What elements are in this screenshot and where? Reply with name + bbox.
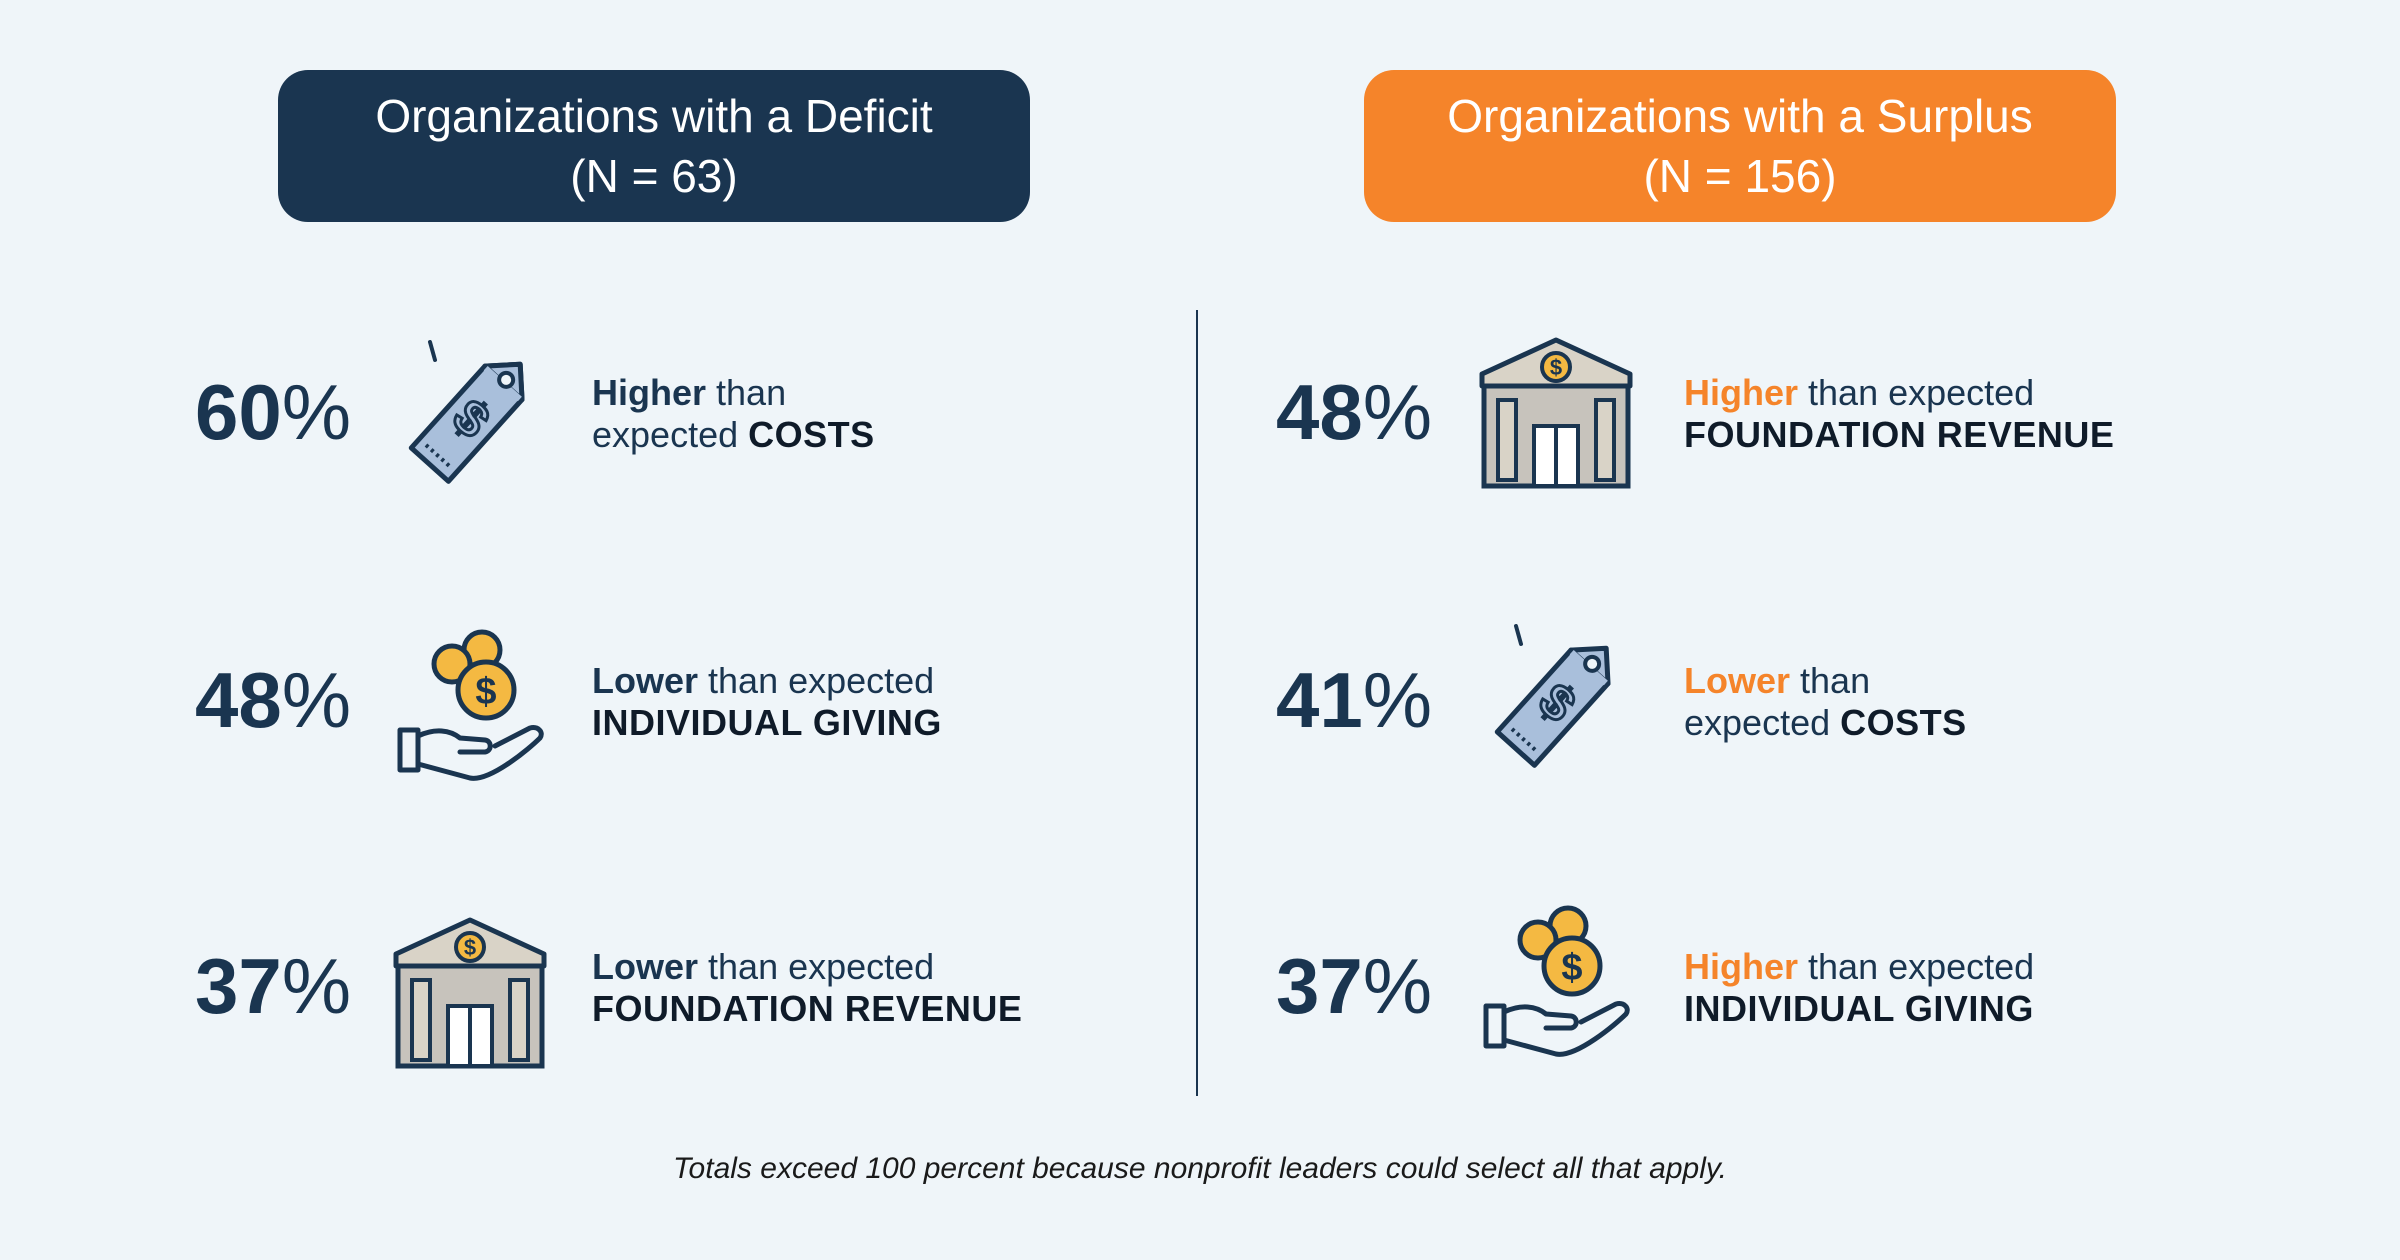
stat-percent-sign: % [1362, 656, 1433, 744]
stat-description: Higher than expected INDIVIDUAL GIVING [1684, 946, 2034, 1030]
stat-category: COSTS [1840, 702, 1967, 743]
surplus-header-count: (N = 156) [1643, 150, 1837, 202]
stat-description: Lower than expected INDIVIDUAL GIVING [592, 660, 942, 744]
stat-keyword: Lower [592, 660, 699, 701]
stat-description: Higher than expected FOUNDATION REVENUE [1684, 372, 2114, 456]
surplus-header-title: Organizations with a Surplus [1447, 90, 2033, 142]
deficit-header-title: Organizations with a Deficit [375, 90, 933, 142]
stat-percentage: 48% [195, 660, 351, 740]
stat-description: Higher than expected COSTS [592, 372, 875, 456]
stat-percentage: 37% [195, 946, 351, 1026]
deficit-header-count: (N = 63) [570, 150, 738, 202]
stat-text-line1: than [706, 372, 787, 413]
stat-percentage: 37% [1276, 946, 1432, 1026]
stat-keyword: Lower [592, 946, 699, 987]
stat-number: 37 [1276, 942, 1363, 1030]
stat-percent-sign: % [1362, 368, 1433, 456]
stat-percent-sign: % [281, 656, 352, 744]
column-divider [1196, 310, 1198, 1096]
stat-category: INDIVIDUAL GIVING [1684, 988, 2034, 1029]
surplus-header: Organizations with a Surplus (N = 156) [1364, 70, 2116, 222]
stat-text-line1: than expected [698, 946, 935, 987]
stat-category: FOUNDATION REVENUE [1684, 414, 2115, 455]
stat-number: 41 [1276, 656, 1363, 744]
hand-coins-icon: $ [1476, 904, 1636, 1064]
svg-text:$: $ [464, 935, 476, 960]
stat-text-line1: than expected [1798, 946, 2035, 987]
stat-keyword: Lower [1684, 660, 1791, 701]
stat-number: 48 [195, 656, 282, 744]
bank-icon: $ [390, 914, 550, 1074]
stat-number: 37 [195, 942, 282, 1030]
stat-keyword: Higher [1684, 372, 1799, 413]
stat-percent-sign: % [281, 942, 352, 1030]
stat-number: 60 [195, 368, 282, 456]
stat-number: 48 [1276, 368, 1363, 456]
price-tag-icon: $ [1476, 624, 1636, 784]
stat-percent-sign: % [1362, 942, 1433, 1030]
stat-text-line1: than expected [1798, 372, 2035, 413]
stat-category: FOUNDATION REVENUE [592, 988, 1023, 1029]
svg-text:$: $ [475, 671, 496, 713]
stat-percent-sign: % [281, 368, 352, 456]
stat-text-line2: expected [592, 414, 749, 455]
deficit-header: Organizations with a Deficit (N = 63) [278, 70, 1030, 222]
stat-keyword: Higher [1684, 946, 1799, 987]
hand-coins-icon: $ [390, 628, 550, 788]
price-tag-icon: $ [390, 340, 550, 500]
stat-percentage: 41% [1276, 660, 1432, 740]
stat-percentage: 60% [195, 372, 351, 452]
bank-icon: $ [1476, 334, 1636, 494]
stat-description: Lower than expected COSTS [1684, 660, 1967, 744]
footnote: Totals exceed 100 percent because nonpro… [672, 1152, 1727, 1185]
svg-text:$: $ [1561, 947, 1582, 989]
stat-text-line1: than expected [698, 660, 935, 701]
stat-category: COSTS [748, 414, 875, 455]
stat-text-line1: than [1790, 660, 1871, 701]
svg-text:$: $ [1550, 355, 1562, 380]
stat-description: Lower than expected FOUNDATION REVENUE [592, 946, 1022, 1030]
stat-category: INDIVIDUAL GIVING [592, 702, 942, 743]
stat-percentage: 48% [1276, 372, 1432, 452]
stat-keyword: Higher [592, 372, 707, 413]
stat-text-line2: expected [1684, 702, 1841, 743]
